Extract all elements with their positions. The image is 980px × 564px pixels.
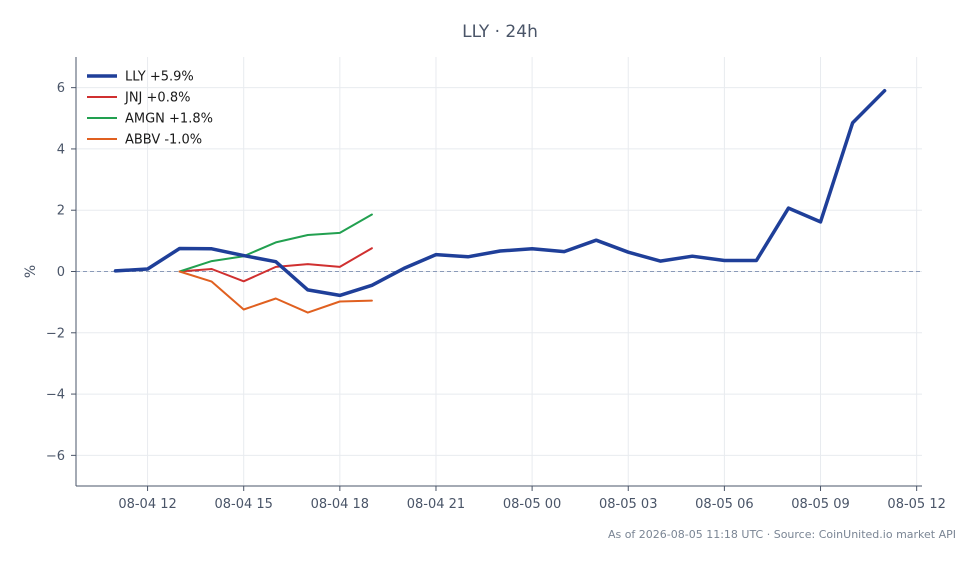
source-footer: As of 2026-08-05 11:18 UTC · Source: Coi…: [608, 528, 956, 541]
y-tick-label-2: 2: [57, 204, 65, 219]
y-axis-label: %: [23, 265, 39, 278]
legend-label-2: AMGN +1.8%: [125, 112, 213, 127]
y-tick-label-0: 6: [57, 81, 65, 96]
series-lines: [113, 88, 887, 314]
x-tick-label-2: 08-04 18: [311, 497, 369, 512]
x-tick-label-6: 08-05 06: [695, 497, 753, 512]
x-axis-ticks: 08-04 12 08-04 15 08-04 18 08-04 21 08-05 00…: [118, 486, 946, 512]
chart-title: LLY · 24h: [462, 22, 538, 42]
x-tick-label-8: 08-05 12: [887, 497, 945, 512]
series-line-3: [178, 270, 373, 314]
y-tick-label-1: 4: [57, 142, 65, 157]
legend-label-0: LLY +5.9%: [125, 70, 194, 85]
x-tick-label-5: 08-05 03: [599, 497, 657, 512]
legend: LLY +5.9% JNJ +0.8% AMGN +1.8% ABBV -1.0%: [87, 70, 213, 148]
x-tick-label-4: 08-05 00: [503, 497, 561, 512]
x-tick-label-1: 08-04 15: [214, 497, 272, 512]
y-tick-label-5: −4: [46, 388, 65, 403]
y-axis-ticks: 6 4 2 0 −2 −4 −6: [46, 81, 76, 464]
series-line-0: [113, 88, 887, 298]
legend-label-1: JNJ +0.8%: [124, 91, 190, 106]
x-tick-label-3: 08-04 21: [407, 497, 465, 512]
y-tick-label-6: −6: [46, 449, 65, 464]
series-line-2: [178, 213, 373, 273]
y-tick-label-4: −2: [46, 326, 65, 341]
legend-label-3: ABBV -1.0%: [125, 133, 202, 148]
series-line-1: [178, 247, 373, 283]
x-tick-label-7: 08-05 09: [791, 497, 849, 512]
x-tick-label-0: 08-04 12: [118, 497, 176, 512]
y-tick-label-3: 0: [57, 265, 65, 280]
